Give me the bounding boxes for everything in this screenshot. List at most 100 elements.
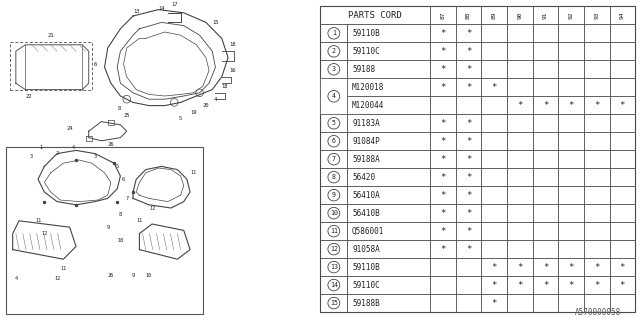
Text: 91058A: 91058A xyxy=(352,244,380,254)
Bar xyxy=(609,276,636,294)
Text: Q586001: Q586001 xyxy=(352,227,385,236)
Bar xyxy=(430,258,456,276)
Bar xyxy=(558,240,584,258)
Text: 21: 21 xyxy=(47,33,54,38)
Bar xyxy=(348,222,430,240)
Bar xyxy=(430,150,456,168)
Bar xyxy=(348,294,430,312)
Bar xyxy=(430,78,456,96)
Bar xyxy=(320,150,348,168)
Bar xyxy=(456,258,481,276)
Bar xyxy=(481,240,507,258)
Text: 10: 10 xyxy=(117,237,124,243)
Text: 90: 90 xyxy=(517,12,522,19)
Text: *: * xyxy=(620,281,625,290)
Text: 14: 14 xyxy=(158,5,165,11)
Bar xyxy=(532,276,558,294)
Bar xyxy=(584,204,609,222)
Bar xyxy=(320,222,348,240)
Bar xyxy=(609,294,636,312)
Bar xyxy=(584,60,609,78)
Bar xyxy=(507,240,532,258)
Text: *: * xyxy=(543,101,548,110)
Text: *: * xyxy=(466,47,471,56)
Text: 88: 88 xyxy=(466,12,471,19)
Bar xyxy=(507,168,532,186)
Bar xyxy=(481,42,507,60)
Bar xyxy=(430,204,456,222)
Bar xyxy=(584,186,609,204)
Bar xyxy=(584,132,609,150)
Text: 11: 11 xyxy=(35,218,41,223)
Bar xyxy=(507,78,532,96)
Text: 6: 6 xyxy=(122,177,125,182)
Text: 2: 2 xyxy=(332,48,336,54)
Bar xyxy=(430,132,456,150)
Text: 59110B: 59110B xyxy=(352,263,380,272)
Text: *: * xyxy=(440,119,445,128)
Bar xyxy=(456,276,481,294)
Bar xyxy=(532,24,558,42)
Bar xyxy=(348,186,430,204)
Bar xyxy=(320,78,348,114)
Text: 1: 1 xyxy=(40,145,43,150)
Text: 5: 5 xyxy=(116,164,119,169)
Bar xyxy=(558,24,584,42)
Text: 8: 8 xyxy=(117,106,120,111)
Bar xyxy=(584,78,609,96)
Bar xyxy=(348,78,430,96)
Text: 19: 19 xyxy=(190,109,196,115)
Bar xyxy=(584,240,609,258)
Text: 17: 17 xyxy=(171,2,177,7)
Text: 8: 8 xyxy=(332,174,336,180)
Bar xyxy=(507,24,532,42)
Text: 12: 12 xyxy=(330,246,338,252)
Text: 10: 10 xyxy=(330,210,338,216)
Text: 87: 87 xyxy=(440,12,445,19)
Bar xyxy=(558,78,584,96)
Bar xyxy=(507,276,532,294)
Text: 18: 18 xyxy=(230,42,236,47)
Bar xyxy=(348,132,430,150)
Text: 11: 11 xyxy=(330,228,338,234)
Bar xyxy=(430,60,456,78)
Text: 59188A: 59188A xyxy=(352,155,380,164)
Bar xyxy=(609,204,636,222)
Text: 18: 18 xyxy=(221,84,228,89)
Text: 56410B: 56410B xyxy=(352,209,380,218)
Bar xyxy=(558,6,584,24)
Text: *: * xyxy=(466,173,471,182)
Bar xyxy=(456,294,481,312)
Text: 56410A: 56410A xyxy=(352,191,380,200)
Bar xyxy=(507,222,532,240)
Bar xyxy=(558,114,584,132)
Bar xyxy=(558,204,584,222)
Text: *: * xyxy=(594,101,600,110)
Text: *: * xyxy=(517,101,522,110)
Text: 5: 5 xyxy=(179,116,182,121)
Text: 16: 16 xyxy=(230,68,236,73)
Text: 4: 4 xyxy=(214,97,217,102)
Bar xyxy=(481,258,507,276)
Bar xyxy=(532,168,558,186)
Text: *: * xyxy=(440,47,445,56)
Bar xyxy=(609,24,636,42)
Bar xyxy=(456,60,481,78)
Text: A570000058: A570000058 xyxy=(575,308,621,317)
Bar xyxy=(532,114,558,132)
Text: 20: 20 xyxy=(203,103,209,108)
Bar xyxy=(558,258,584,276)
Bar xyxy=(481,96,507,114)
Bar xyxy=(320,60,348,78)
Bar xyxy=(609,258,636,276)
Text: 59188: 59188 xyxy=(352,65,375,74)
Bar xyxy=(532,204,558,222)
Bar xyxy=(507,42,532,60)
Text: 7: 7 xyxy=(125,196,128,201)
Bar xyxy=(532,96,558,114)
Text: 3: 3 xyxy=(30,154,33,159)
Bar xyxy=(532,6,558,24)
Bar xyxy=(481,222,507,240)
Bar xyxy=(348,168,430,186)
Bar xyxy=(507,258,532,276)
